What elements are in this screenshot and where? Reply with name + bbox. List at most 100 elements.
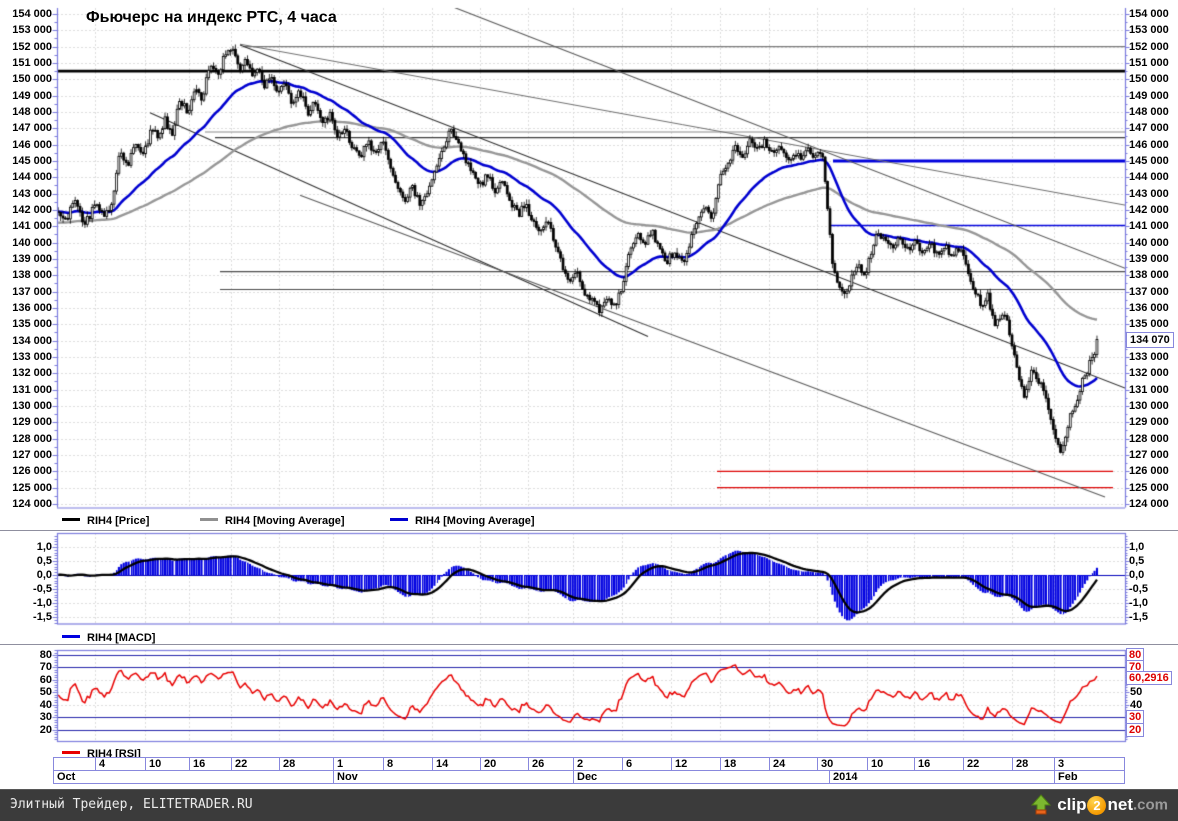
date-day-cell: 26 — [528, 757, 573, 771]
price-tick-right: 133 000 — [1129, 350, 1169, 363]
rsi-tick-right: 40 — [1130, 698, 1143, 711]
date-day-cell: 10 — [867, 757, 914, 771]
macd-tick-left: 1,0 — [36, 541, 52, 553]
price-tick-left: 143 000 — [12, 187, 52, 200]
price-tick-right: 153 000 — [1129, 24, 1169, 37]
footer-site-label: Элитный Трейдер, ELITETRADER.RU — [10, 797, 253, 812]
price-tick-right: 149 000 — [1129, 89, 1169, 102]
logo-clip: clip — [1057, 795, 1087, 814]
price-tick-right: 127 000 — [1129, 448, 1169, 461]
date-month-cell: Dec — [573, 770, 829, 784]
price-tick-right: 144 000 — [1129, 171, 1169, 184]
macd-tick-right: -1,0 — [1129, 597, 1148, 609]
price-tick-right: 128 000 — [1129, 432, 1169, 445]
price-tick-left: 140 000 — [12, 236, 52, 249]
date-day-cell: 6 — [622, 757, 671, 771]
price-tick-left: 141 000 — [12, 220, 52, 233]
main-legend: RIH4 [Price] RIH4 [Moving Average] RIH4 … — [0, 511, 1178, 527]
price-tick-right: 129 000 — [1129, 416, 1169, 429]
price-tick-right: 141 000 — [1129, 220, 1169, 233]
price-tick-right: 135 000 — [1129, 318, 1169, 331]
legend-ma-gray-label: RIH4 [Moving Average] — [225, 515, 345, 527]
date-month-cell: Feb — [1054, 770, 1125, 784]
price-tick-left: 151 000 — [12, 56, 52, 69]
clip2net-logo: clip 2 net.com — [1030, 794, 1168, 818]
price-tick-right: 139 000 — [1129, 252, 1169, 265]
price-tick-right: 136 000 — [1129, 301, 1169, 314]
last-price-badge: 134 070 — [1126, 331, 1174, 348]
legend-price: RIH4 [Price] — [62, 511, 149, 527]
price-tick-right: 148 000 — [1129, 105, 1169, 118]
price-tick-left: 139 000 — [12, 252, 52, 265]
macd-tick-left: -1,0 — [33, 597, 52, 609]
date-day-cell: 22 — [231, 757, 279, 771]
date-day-cell: 28 — [1012, 757, 1054, 771]
macd-tick-left: -0,5 — [33, 583, 52, 595]
price-tick-right: 152 000 — [1129, 40, 1169, 53]
date-month-cell: Nov — [333, 770, 573, 784]
panel-separator — [0, 530, 1178, 531]
price-tick-left: 128 000 — [12, 432, 52, 445]
price-tick-left: 127 000 — [12, 448, 52, 461]
date-day-cell — [53, 757, 95, 771]
macd-tick-left: 0,0 — [36, 569, 52, 581]
price-tick-left: 134 000 — [12, 334, 52, 347]
price-tick-right: 142 000 — [1129, 203, 1169, 216]
price-tick-right: 124 000 — [1129, 497, 1169, 510]
chart-title: Фьючерс на индекс РТС, 4 часа — [86, 9, 337, 26]
price-tick-left: 148 000 — [12, 105, 52, 118]
date-day-cell: 24 — [769, 757, 817, 771]
price-tick-left: 125 000 — [12, 481, 52, 494]
date-day-cell: 28 — [279, 757, 333, 771]
clip2net-arrow-icon — [1031, 794, 1052, 815]
price-tick-right: 143 000 — [1129, 187, 1169, 200]
price-tick-left: 130 000 — [12, 399, 52, 412]
price-tick-left: 133 000 — [12, 350, 52, 363]
price-tick-right: 137 000 — [1129, 285, 1169, 298]
legend-ma-blue: RIH4 [Moving Average] — [390, 511, 535, 527]
gray-ma-swatch — [200, 518, 218, 521]
price-tick-right: 147 000 — [1129, 122, 1169, 135]
rsi-tick-left: 70 — [39, 661, 52, 674]
macd-tick-right: 0,5 — [1129, 555, 1145, 567]
price-tick-right: 140 000 — [1129, 236, 1169, 249]
logo-two-circle: 2 — [1087, 795, 1107, 815]
price-tick-left: 152 000 — [12, 40, 52, 53]
price-tick-right: 131 000 — [1129, 383, 1169, 396]
date-day-cell: 16 — [189, 757, 231, 771]
date-day-cell: 1 — [333, 757, 383, 771]
price-tick-right: 130 000 — [1129, 399, 1169, 412]
price-tick-right: 151 000 — [1129, 56, 1169, 69]
price-tick-left: 135 000 — [12, 318, 52, 331]
rsi-value-badge: 60,2916 — [1126, 671, 1172, 686]
date-day-cell: 14 — [432, 757, 480, 771]
macd-tick-left: 0,5 — [36, 555, 52, 567]
price-tick-left: 137 000 — [12, 285, 52, 298]
macd-tick-right: 0,0 — [1129, 569, 1145, 581]
rsi-tick-left: 30 — [39, 711, 52, 724]
price-tick-right: 126 000 — [1129, 465, 1169, 478]
price-tick-left: 129 000 — [12, 416, 52, 429]
rsi-tick-left: 80 — [39, 649, 52, 661]
price-tick-left: 126 000 — [12, 465, 52, 478]
rsi-tick-left: 60 — [39, 673, 52, 686]
logo-dotcom: .com — [1132, 796, 1168, 814]
price-tick-right: 154 000 — [1129, 8, 1169, 20]
price-tick-left: 144 000 — [12, 171, 52, 184]
price-tick-left: 154 000 — [12, 8, 52, 20]
price-tick-left: 136 000 — [12, 301, 52, 314]
price-tick-left: 153 000 — [12, 24, 52, 37]
date-day-cell: 4 — [95, 757, 145, 771]
date-day-cell: 2 — [573, 757, 622, 771]
rsi-tick-left: 20 — [39, 723, 52, 736]
date-day-cell: 22 — [963, 757, 1012, 771]
macd-line-swatch — [62, 635, 80, 638]
rsi-level-badge: 20 — [1126, 722, 1145, 737]
price-line-swatch — [62, 518, 80, 521]
date-month-cell: 2014 — [829, 770, 1054, 784]
date-day-cell: 12 — [671, 757, 720, 771]
date-day-cell: 3 — [1054, 757, 1125, 771]
price-tick-right: 145 000 — [1129, 154, 1169, 167]
price-tick-left: 146 000 — [12, 138, 52, 151]
